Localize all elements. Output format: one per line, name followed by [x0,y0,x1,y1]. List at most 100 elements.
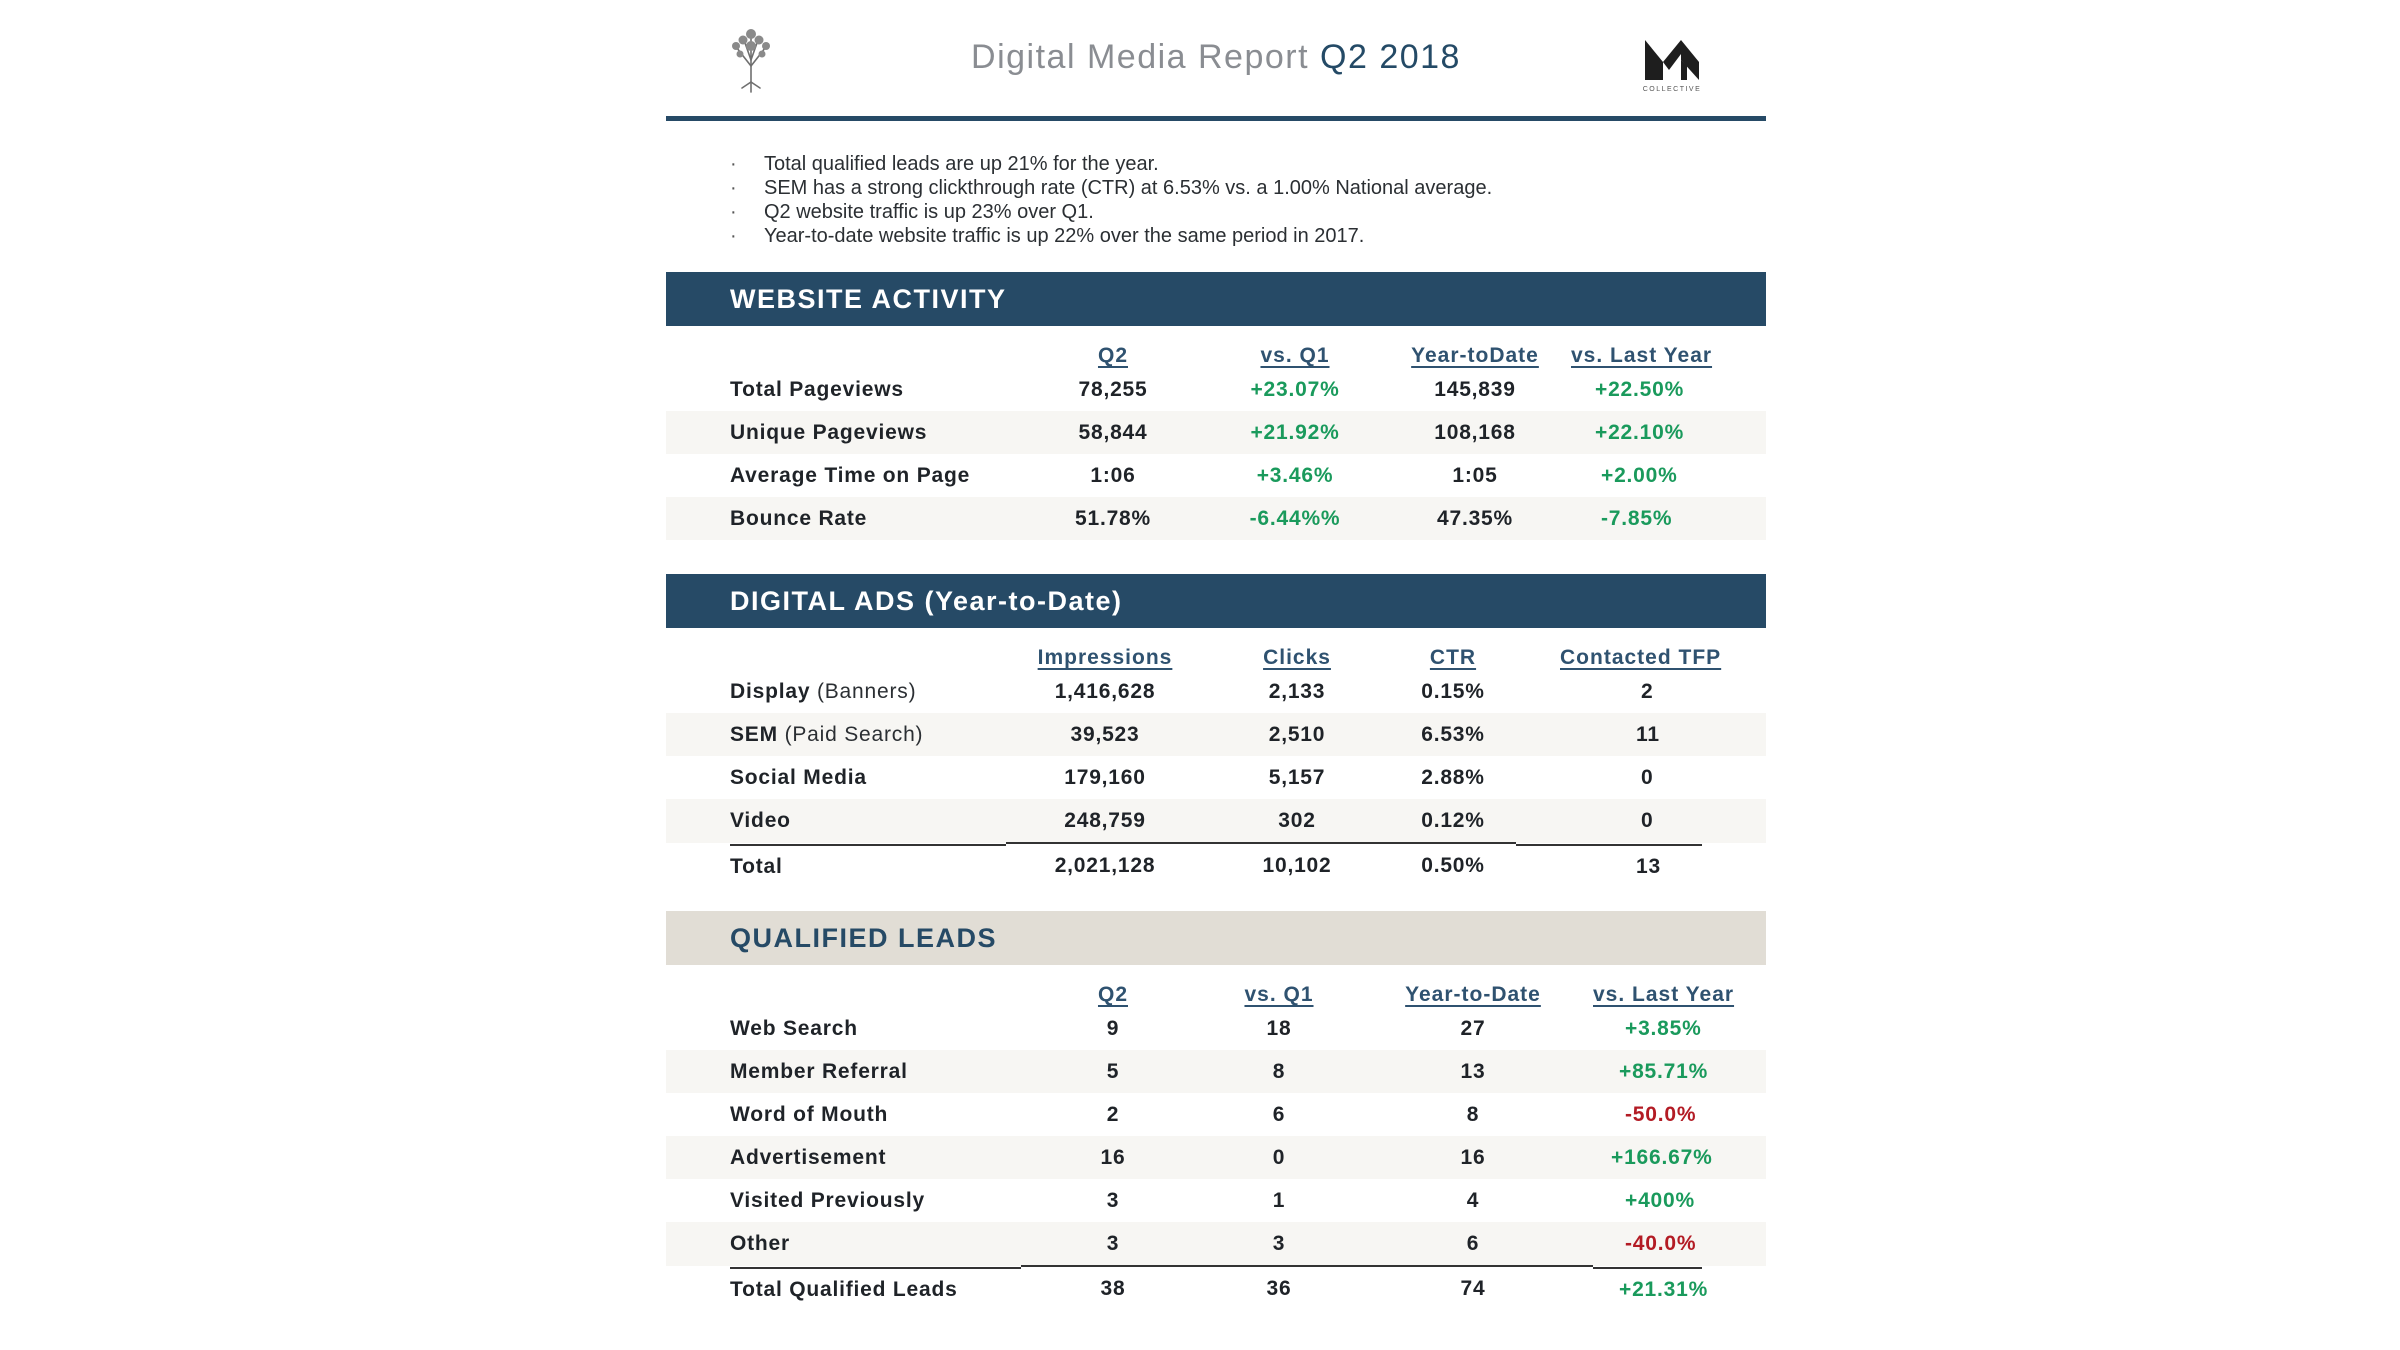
cell-contacted: 2 [1641,679,1654,703]
highlight-item: · Total qualified leads are up 21% for th… [730,152,1766,176]
cell-ytd: 1:05 [1452,463,1498,487]
report-header: Digital Media Report Q2 2018 COLLECTIVE [666,0,1766,124]
cell-q1: 18 [1266,1016,1292,1040]
col-header: vs. Q1 [1244,983,1314,1006]
highlight-text: Q2 website traffic is up 23% over Q1. [764,201,1094,223]
highlight-text: Total qualified leads are up 21% for the… [764,153,1159,175]
cell-vs-ly: -50.0% [1625,1102,1697,1126]
cell-vs-ly: +400% [1625,1188,1695,1212]
col-header: vs. Last Year [1593,983,1735,1006]
cell-ytd: 74 [1353,1265,1593,1310]
row-label: Social Media [666,756,1006,799]
row-label-main: Video [730,809,791,832]
cell-q2: 38 [1021,1265,1205,1310]
cell-vs-ly: +166.67% [1593,1136,1766,1179]
col-header: Year-to-Date [1405,983,1541,1006]
cell-vs-q1: +23.07% [1250,377,1340,401]
cell-ctr: 0.50% [1390,842,1516,887]
cell-q2: 1:06 [1090,463,1136,487]
table-row: Display (Banners) 1,416,628 2,133 0.15% … [666,670,1766,713]
cell-vs-ly: -7.85% [1565,497,1766,540]
digital-ads-table: Impressions Clicks CTR Contacted TFP Dis… [666,628,1766,887]
table-row: Word of Mouth 2 6 8 -50.0% [666,1093,1766,1136]
table-header-row: Impressions Clicks CTR Contacted TFP [666,628,1766,670]
cell-ytd: 47.35% [1385,497,1565,540]
cell-q2: 16 [1021,1136,1205,1179]
table-header-row: Q2 vs. Q1 Year-to-Date vs. Last Year [666,965,1766,1007]
cell-impressions: 248,759 [1006,799,1204,843]
row-label-main: Social Media [730,765,867,789]
qualified-leads-header: QUALIFIED LEADS [666,911,1766,965]
logo-subtitle: COLLECTIVE [1642,86,1702,93]
cell-q2: 3 [1021,1222,1205,1266]
cell-q2: 78,255 [1078,377,1148,401]
row-label-note: (Banners) [816,679,917,703]
cell-ytd: 6 [1353,1222,1593,1266]
cell-contacted: 0 [1641,765,1654,789]
cell-clicks: 5,157 [1268,765,1326,789]
col-header: Q2 [1097,983,1128,1006]
table-row: Other 3 3 6 -40.0% [666,1222,1766,1266]
table-row: SEM (Paid Search) 39,523 2,510 6.53% 11 [666,713,1766,756]
cell-ytd: 16 [1353,1136,1593,1179]
cell-q2: 9 [1106,1016,1120,1040]
website-activity-header: WEBSITE ACTIVITY [666,272,1766,326]
cell-vs-ly: +22.50% [1595,377,1685,401]
cell-q1: 3 [1205,1222,1353,1266]
cell-clicks: 2,133 [1268,679,1326,703]
table-row: Advertisement 16 0 16 +166.67% [666,1136,1766,1179]
col-header: Q2 [1097,344,1128,367]
cell-vs-ly: +22.10% [1565,411,1766,454]
table-row: Visited Previously 3 1 4 +400% [666,1179,1766,1222]
row-label: Advertisement [666,1136,1021,1179]
bullet-icon: · [730,225,737,247]
cell-impressions: 2,021,128 [1006,842,1204,887]
cell-vs-q1: -6.44%% [1205,497,1385,540]
report-title-main: Digital Media Report [971,38,1310,76]
table-row: Video 248,759 302 0.12% 0 [666,799,1766,843]
table-row: Unique Pageviews 58,844 +21.92% 108,168 … [666,411,1766,454]
highlight-text: SEM has a strong clickthrough rate (CTR)… [764,177,1493,199]
cell-contacted: 11 [1516,713,1766,756]
cell-clicks: 2,510 [1204,713,1390,756]
col-header: Impressions [1037,646,1173,669]
cell-q2: 3 [1106,1188,1120,1212]
table-row: Member Referral 5 8 13 +85.71% [666,1050,1766,1093]
header-rule [666,116,1766,121]
row-label: Total Pageviews [730,377,904,401]
row-label: Bounce Rate [666,497,1021,540]
table-row: Average Time on Page 1:06 +3.46% 1:05 +2… [666,454,1766,497]
col-header: vs. Last Year [1571,344,1713,367]
table-header-row: Q2 vs. Q1 Year-toDate vs. Last Year [666,326,1766,368]
cell-contacted: 13 [1516,843,1702,887]
cell-ctr: 0.15% [1421,679,1485,703]
cell-clicks: 302 [1204,799,1390,843]
cell-q1: 1 [1272,1188,1286,1212]
row-label: Total [730,843,1006,887]
cell-vs-ly: -40.0% [1593,1222,1766,1266]
report-title: Digital Media Report Q2 2018 [666,38,1766,77]
bullet-icon: · [730,153,737,175]
highlights-list: · Total qualified leads are up 21% for th… [730,152,1766,248]
cell-vs-q1: +21.92% [1205,411,1385,454]
row-label: Display (Banners) [666,670,1006,713]
row-label: Total Qualified Leads [730,1266,1021,1310]
col-header: Contacted TFP [1560,646,1722,669]
cell-ytd: 8 [1466,1102,1480,1126]
cell-ytd: 145,839 [1434,377,1516,401]
cell-ctr: 6.53% [1390,713,1516,756]
cell-q1: 0 [1205,1136,1353,1179]
col-header: vs. Q1 [1260,344,1330,367]
row-label-main: SEM [730,722,778,746]
tree-emblem-icon [728,26,774,94]
digital-ads-header: DIGITAL ADS (Year-to-Date) [666,574,1766,628]
row-label: SEM (Paid Search) [666,713,1006,756]
highlight-item: · SEM has a strong clickthrough rate (CTR… [730,176,1766,200]
cell-q2: 58,844 [1021,411,1205,454]
cell-q1: 8 [1205,1050,1353,1093]
website-activity-table: Q2 vs. Q1 Year-toDate vs. Last Year Tota… [666,326,1766,540]
bullet-icon: · [730,201,737,223]
col-header: Clicks [1263,646,1331,669]
table-total-row: Total Qualified Leads 38 36 74 +21.31% [666,1265,1766,1310]
table-row: Total Pageviews 78,255 +23.07% 145,839 +… [666,368,1766,411]
